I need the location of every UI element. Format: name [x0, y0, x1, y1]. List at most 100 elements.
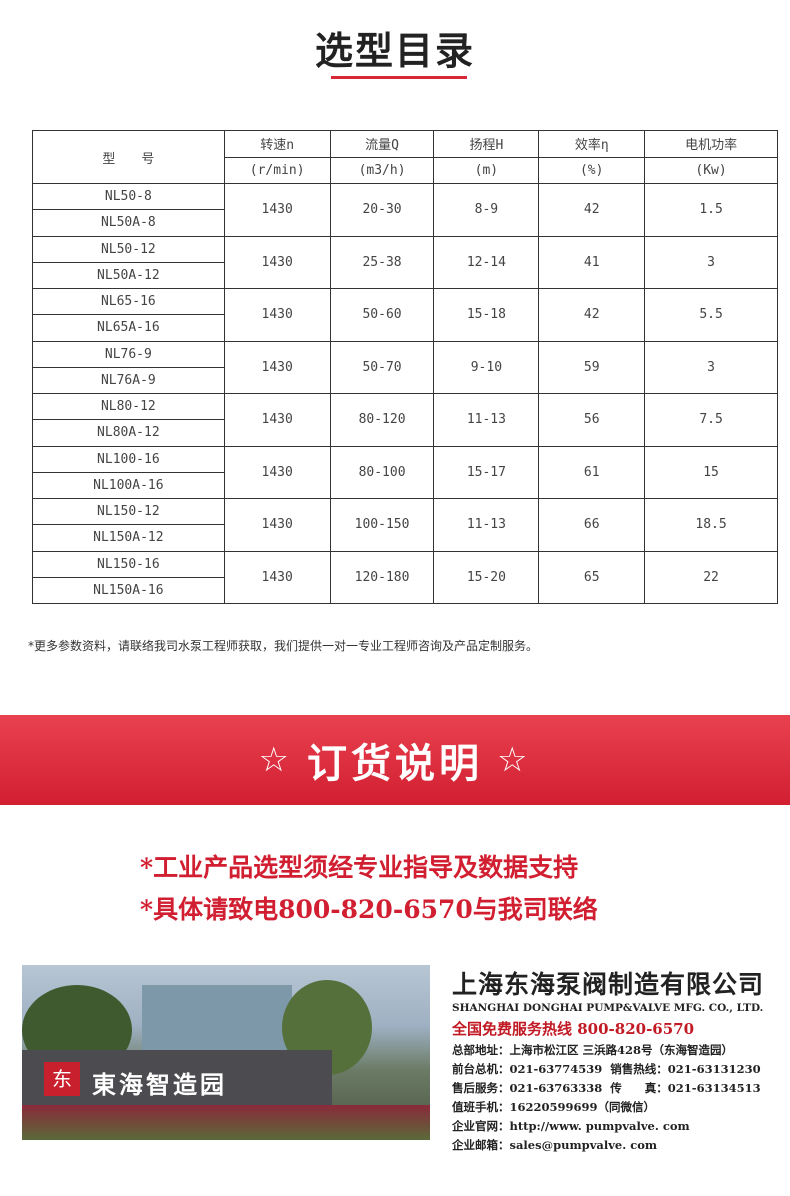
table-row: NL80-12 1430 80-120 11-13 56 7.5 — [32, 392, 778, 447]
table-row: NL150A-16 — [32, 576, 778, 605]
model-cell: NL50-8 — [32, 182, 225, 211]
unit-speed: (r/min) — [223, 156, 331, 184]
mobile: 值班手机：16220599699（同微信） — [452, 1100, 656, 1114]
flow-cell: 80-100 — [329, 445, 435, 499]
model-cell: NL150-16 — [32, 550, 225, 578]
speed-cell: 1430 — [223, 550, 331, 604]
eff-cell: 61 — [538, 445, 646, 499]
model-cell: NL50-12 — [32, 235, 225, 263]
order-banner: ☆ 订货说明 ☆ — [0, 715, 790, 805]
model-cell: NL100-16 — [32, 445, 225, 473]
header-flow: 流量Q — [329, 130, 435, 158]
table-row: NL50A-8 — [32, 209, 778, 237]
model-cell: NL150A-12 — [32, 524, 225, 552]
unit-efficiency: (%) — [538, 156, 646, 184]
sign-text: 東海智造园 — [92, 1071, 227, 1099]
address: 总部地址：上海市松江区 三浜路428号（东海智造园） — [452, 1043, 734, 1057]
table-row: NL80A-12 — [32, 419, 778, 447]
header-power: 电机功率 — [644, 130, 778, 158]
flow-cell: 50-60 — [329, 288, 435, 342]
table-row: NL150A-12 — [32, 524, 778, 552]
model-cell: NL150-12 — [32, 497, 225, 526]
head-cell: 15-17 — [433, 445, 540, 499]
flow-cell: 50-70 — [329, 340, 435, 394]
company-info: 上海东海泵阀制造有限公司 SHANGHAI DONGHAI PUMP&VALVE… — [452, 965, 764, 1153]
head-cell: 9-10 — [433, 340, 540, 394]
table-row: NL76A-9 — [32, 366, 778, 395]
speed-cell: 1430 — [223, 340, 331, 394]
order-line-1: *工业产品选型须经专业指导及数据支持 — [140, 853, 579, 882]
speed-cell: 1430 — [223, 288, 331, 342]
email[interactable]: 企业邮箱：sales@pumpvalve. com — [452, 1138, 658, 1152]
head-cell: 12-14 — [433, 235, 540, 289]
power-cell: 22 — [644, 550, 778, 604]
company-name-cn: 上海东海泵阀制造有限公司 — [452, 970, 765, 999]
unit-flow: (m3/h) — [329, 156, 435, 184]
power-cell: 3 — [644, 235, 778, 289]
head-cell: 11-13 — [433, 393, 540, 447]
power-cell: 3 — [644, 340, 778, 394]
unit-head: (m) — [433, 156, 540, 184]
header-head: 扬程H — [433, 130, 540, 158]
model-cell: NL100A-16 — [32, 471, 225, 500]
model-cell: NL76A-9 — [32, 366, 225, 395]
flow-cell: 120-180 — [329, 550, 435, 604]
flow-cell: 80-120 — [329, 393, 435, 447]
eff-cell: 42 — [538, 183, 646, 237]
park-photo: 东 東海智造园 — [22, 965, 430, 1140]
speed-cell: 1430 — [223, 393, 331, 447]
head-cell: 15-20 — [433, 550, 540, 604]
banner-title: 订货说明 — [307, 741, 483, 787]
phone-front: 前台总机：021-63774539 销售热线：021-63131230 — [452, 1062, 761, 1076]
order-line-2: *具体请致电800-820-6570与我司联络 — [140, 895, 598, 924]
model-cell: NL65-16 — [32, 287, 225, 316]
model-cell: NL50A-12 — [32, 261, 225, 290]
speed-cell: 1430 — [223, 183, 331, 237]
head-cell: 8-9 — [433, 183, 540, 237]
model-cell: NL150A-16 — [32, 576, 225, 605]
hotline: 全国免费服务热线 800-820-6570 — [452, 1020, 695, 1038]
header-model: 型 号 — [32, 130, 225, 184]
table-row: NL50A-12 — [32, 261, 778, 290]
table-row: NL150-12 1430 100-150 11-13 66 18.5 — [32, 497, 778, 552]
star-icon: ☆ — [497, 740, 532, 780]
eff-cell: 41 — [538, 235, 646, 289]
header-speed: 转速n — [223, 130, 331, 158]
eff-cell: 59 — [538, 340, 646, 394]
table-row: NL76-9 1430 50-70 9-10 59 3 — [32, 340, 778, 394]
eff-cell: 66 — [538, 498, 646, 552]
flow-cell: 20-30 — [329, 183, 435, 237]
table-row: NL50-12 1430 25-38 12-14 41 3 — [32, 235, 778, 289]
unit-power: (Kw) — [644, 156, 778, 184]
speed-cell: 1430 — [223, 445, 331, 499]
flow-cell: 25-38 — [329, 235, 435, 289]
star-icon: ☆ — [258, 740, 293, 780]
company-logo: 东 — [44, 1062, 80, 1096]
power-cell: 1.5 — [644, 183, 778, 237]
model-cell: NL65A-16 — [32, 314, 225, 342]
eff-cell: 42 — [538, 288, 646, 342]
speed-cell: 1430 — [223, 498, 331, 552]
flower-bed — [22, 1105, 430, 1140]
head-cell: 15-18 — [433, 288, 540, 342]
table-row: NL150-16 1430 120-180 15-20 65 22 — [32, 550, 778, 604]
speed-cell: 1430 — [223, 235, 331, 289]
company-name-en: SHANGHAI DONGHAI PUMP&VALVE MFG. CO., LT… — [452, 1002, 764, 1014]
header-efficiency: 效率η — [538, 130, 646, 158]
table-row: NL50-8 1430 20-30 8-9 42 1.5 — [32, 182, 778, 237]
eff-cell: 56 — [538, 393, 646, 447]
table-row: NL100A-16 — [32, 471, 778, 500]
model-cell: NL76-9 — [32, 340, 225, 368]
head-cell: 11-13 — [433, 498, 540, 552]
footnote: *更多参数资料，请联络我司水泵工程师获取，我们提供一对一专业工程师咨询及产品定制… — [28, 639, 539, 653]
model-cell: NL80A-12 — [32, 419, 225, 447]
power-cell: 15 — [644, 445, 778, 499]
website[interactable]: 企业官网：http://www. pumpvalve. com — [452, 1119, 690, 1133]
power-cell: 7.5 — [644, 393, 778, 447]
model-cell: NL50A-8 — [32, 209, 225, 237]
table-row: NL100-16 1430 80-100 15-17 61 15 — [32, 445, 778, 499]
model-cell: NL80-12 — [32, 392, 225, 421]
selection-table: 型 号 转速n 流量Q 扬程H 效率η 电机功率 (r/min) (m3/h) … — [32, 130, 778, 605]
title-underline — [331, 76, 467, 79]
flow-cell: 100-150 — [329, 498, 435, 552]
